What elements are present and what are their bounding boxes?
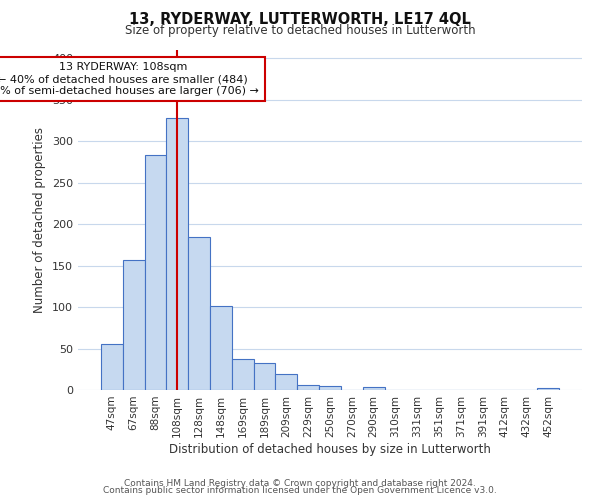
Bar	[166, 118, 188, 390]
Bar	[275, 374, 297, 390]
Text: 13, RYDERWAY, LUTTERWORTH, LE17 4QL: 13, RYDERWAY, LUTTERWORTH, LE17 4QL	[129, 12, 471, 28]
Bar	[319, 386, 341, 390]
Y-axis label: Number of detached properties: Number of detached properties	[34, 127, 46, 313]
Bar	[537, 388, 559, 390]
Bar	[363, 386, 385, 390]
Bar	[188, 236, 210, 390]
Text: Contains HM Land Registry data © Crown copyright and database right 2024.: Contains HM Land Registry data © Crown c…	[124, 478, 476, 488]
Bar	[145, 156, 166, 390]
X-axis label: Distribution of detached houses by size in Lutterworth: Distribution of detached houses by size …	[169, 442, 491, 456]
Bar	[297, 385, 319, 390]
Bar	[101, 344, 123, 390]
Text: Size of property relative to detached houses in Lutterworth: Size of property relative to detached ho…	[125, 24, 475, 37]
Bar	[232, 360, 254, 390]
Bar	[123, 260, 145, 390]
Text: 13 RYDERWAY: 108sqm
← 40% of detached houses are smaller (484)
59% of semi-detac: 13 RYDERWAY: 108sqm ← 40% of detached ho…	[0, 62, 259, 96]
Bar	[254, 364, 275, 390]
Bar	[210, 306, 232, 390]
Text: Contains public sector information licensed under the Open Government Licence v3: Contains public sector information licen…	[103, 486, 497, 495]
